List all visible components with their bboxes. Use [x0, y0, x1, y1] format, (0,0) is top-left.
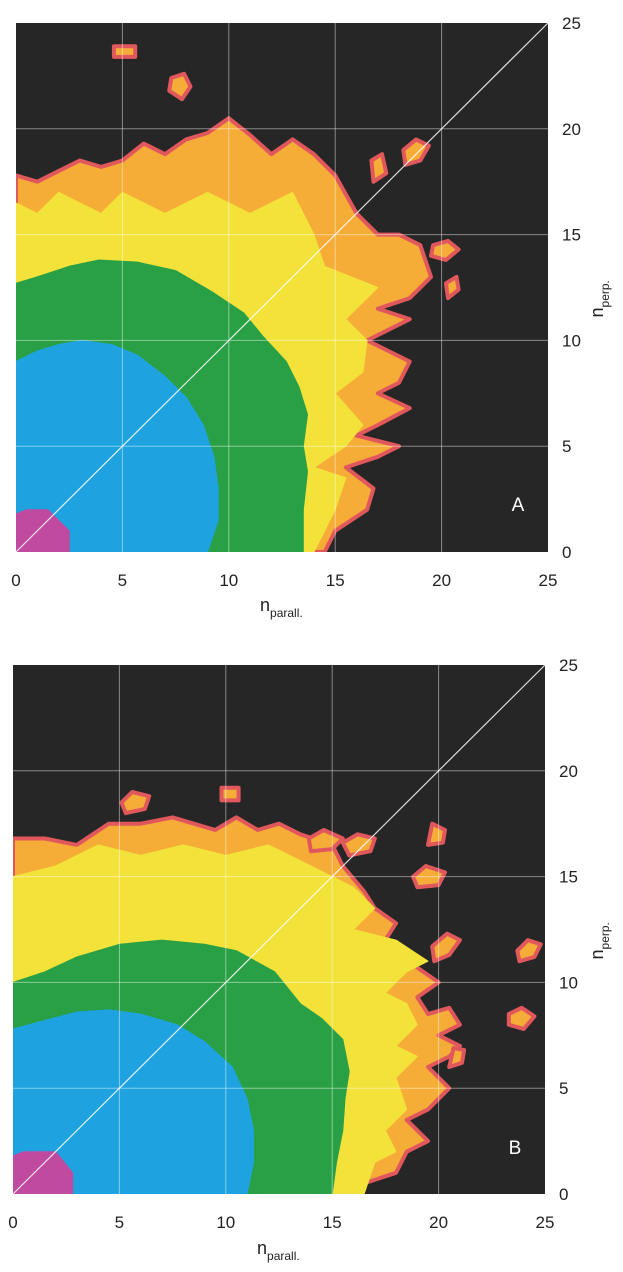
x-axis-label: nparall. — [260, 595, 303, 620]
x-tick-label: 0 — [8, 1213, 17, 1232]
y-tick-label: 25 — [562, 14, 581, 33]
contour-orange-7 — [411, 864, 447, 890]
contour-cyan-1 — [16, 339, 219, 552]
y-tick-label: 0 — [562, 543, 571, 562]
contour-orange-9 — [430, 931, 462, 964]
contour-orange-10 — [447, 1046, 467, 1069]
y-axis-label-main: n — [587, 949, 607, 959]
panel-label: A — [512, 495, 525, 516]
x-tick-label: 25 — [536, 1213, 555, 1232]
contour-magenta-0 — [16, 509, 70, 552]
x-tick-label: 10 — [216, 1213, 235, 1232]
y-tick-label: 10 — [562, 331, 581, 350]
diagonal-line — [15, 22, 549, 553]
y-tick-label: 20 — [559, 762, 578, 781]
contour-orange-7 — [429, 238, 461, 262]
x-tick-label: 5 — [118, 571, 127, 590]
contour-orange-10 — [111, 44, 138, 59]
x-axis-label-main: n — [257, 1238, 267, 1258]
x-axis-label-sub: parall. — [270, 606, 303, 620]
diagonal-line — [12, 664, 546, 1195]
contour-layers — [13, 665, 545, 1194]
y-tick-label: 25 — [559, 656, 578, 675]
y-axis-label: nperp. — [587, 280, 612, 317]
contour-orange-9 — [167, 71, 193, 102]
y-axis-label: nperp. — [587, 922, 612, 959]
x-tick-label: 15 — [326, 571, 345, 590]
contour-orange-11 — [506, 1005, 537, 1031]
contour-cyan-1 — [13, 1009, 254, 1194]
y-tick-label: 10 — [559, 973, 578, 992]
contour-orange-12 — [515, 938, 543, 964]
contour-orange-13 — [119, 790, 152, 816]
contour-orange-8 — [426, 821, 447, 847]
y-tick-label: 5 — [559, 1079, 568, 1098]
y-tick-label: 15 — [562, 226, 581, 245]
contour-orange-6 — [340, 832, 377, 858]
y-axis-label-sub: perp. — [598, 922, 612, 949]
contour-orange-6 — [401, 137, 431, 167]
panel-label: B — [509, 1138, 522, 1159]
contour-orange-5 — [369, 152, 389, 184]
x-axis-label-main: n — [260, 595, 270, 615]
x-tick-label: 0 — [11, 571, 20, 590]
x-axis-label-sub: parall. — [267, 1249, 300, 1263]
x-tick-label: 20 — [429, 1213, 448, 1232]
y-tick-label: 5 — [562, 437, 571, 456]
y-tick-label: 20 — [562, 120, 581, 139]
x-tick-label: 20 — [432, 571, 451, 590]
y-axis-label-sub: perp. — [598, 280, 612, 307]
x-tick-label: 15 — [323, 1213, 342, 1232]
y-axis-label-main: n — [587, 307, 607, 317]
x-tick-label: 10 — [219, 571, 238, 590]
y-tick-label: 15 — [559, 868, 578, 887]
y-tick-label: 0 — [559, 1185, 568, 1204]
x-tick-label: 5 — [115, 1213, 124, 1232]
x-axis-label: nparall. — [257, 1238, 300, 1263]
contour-orange-14 — [219, 785, 241, 803]
contour-orange-5 — [306, 828, 345, 854]
x-tick-label: 25 — [539, 571, 558, 590]
contour-orange-8 — [443, 274, 461, 301]
